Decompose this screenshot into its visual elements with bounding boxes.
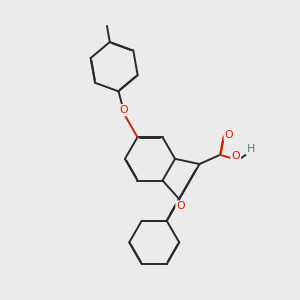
Text: O: O bbox=[119, 105, 128, 115]
Text: O: O bbox=[176, 202, 185, 212]
Text: H: H bbox=[247, 144, 255, 154]
Text: O: O bbox=[225, 130, 233, 140]
Text: O: O bbox=[232, 151, 240, 160]
